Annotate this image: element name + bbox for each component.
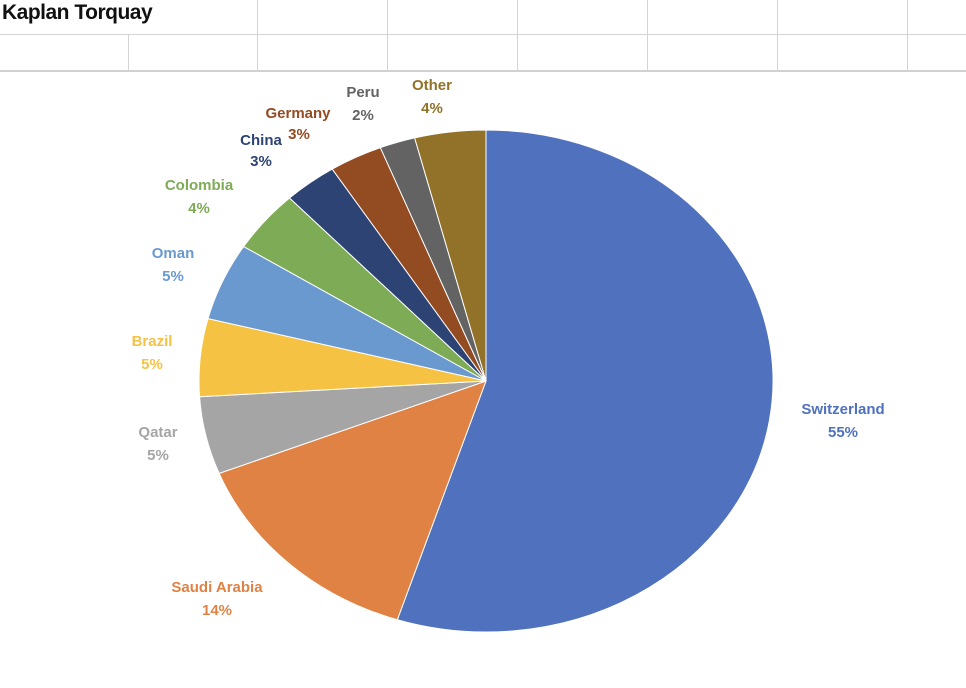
data-label-value-china: 3% bbox=[250, 153, 272, 170]
grid-column-line bbox=[257, 0, 258, 70]
grid-column-line bbox=[517, 0, 518, 70]
grid-column-line bbox=[128, 34, 129, 70]
data-label-value-switzerland: 55% bbox=[828, 424, 858, 441]
pie-slice-switzerland[interactable] bbox=[396, 129, 774, 633]
data-label-value-qatar: 5% bbox=[147, 447, 169, 464]
data-label-value-brazil: 5% bbox=[141, 356, 163, 373]
pie-chart[interactable]: Switzerland 55% Saudi Arabia 14% Qatar 5% Braz… bbox=[0, 70, 966, 688]
data-label-name-colombia: Colombia bbox=[165, 177, 234, 194]
grid-column-line bbox=[907, 0, 908, 70]
data-label-name-peru: Peru bbox=[346, 84, 379, 101]
data-label-name-germany: Germany bbox=[265, 105, 331, 122]
pie-slice-saudi-arabia[interactable] bbox=[218, 380, 487, 621]
grid-column-line bbox=[647, 0, 648, 70]
data-label-value-saudi-arabia: 14% bbox=[202, 602, 232, 619]
data-label-name-oman: Oman bbox=[152, 245, 195, 262]
pie-slices bbox=[198, 129, 774, 633]
data-label-value-oman: 5% bbox=[162, 268, 184, 285]
data-label-name-switzerland: Switzerland bbox=[801, 401, 884, 418]
grid-column-line bbox=[777, 0, 778, 70]
grid-column-line bbox=[387, 0, 388, 70]
data-label-value-peru: 2% bbox=[352, 107, 374, 124]
data-label-value-germany: 3% bbox=[288, 126, 310, 143]
data-label-name-brazil: Brazil bbox=[132, 333, 173, 350]
grid-row-line bbox=[0, 34, 966, 35]
cell-title[interactable]: Kaplan Torquay bbox=[2, 1, 153, 24]
data-label-name-other: Other bbox=[412, 77, 452, 94]
data-label-name-qatar: Qatar bbox=[138, 424, 177, 441]
spreadsheet-grid: Kaplan Torquay bbox=[0, 0, 966, 72]
data-label-name-china: China bbox=[240, 132, 282, 149]
pie-data-labels: Switzerland 55% Saudi Arabia 14% Qatar 5% Braz… bbox=[132, 77, 885, 619]
data-label-value-other: 4% bbox=[421, 100, 443, 117]
data-label-value-colombia: 4% bbox=[188, 200, 210, 217]
data-label-name-saudi-arabia: Saudi Arabia bbox=[171, 579, 263, 596]
pie-slice-other[interactable] bbox=[413, 129, 487, 382]
